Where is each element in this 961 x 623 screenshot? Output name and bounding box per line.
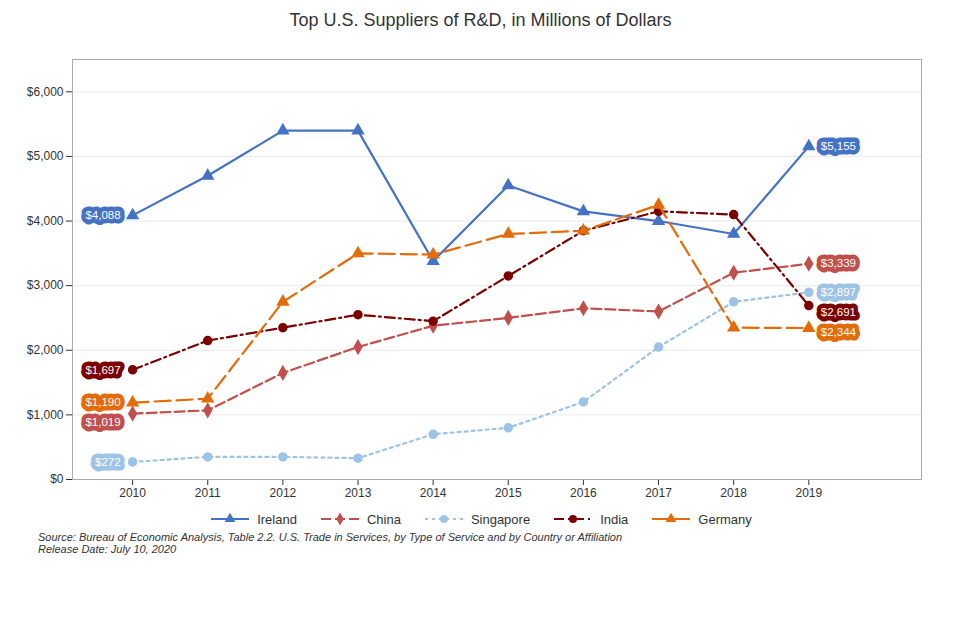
html-text:Ireland: Ireland	[257, 511, 297, 527]
svg-text:$1,697: $1,697	[85, 364, 120, 376]
svg-text:$1,000: $1,000	[27, 408, 64, 422]
svg-text:$0: $0	[50, 472, 64, 486]
html-text:India: India	[600, 511, 629, 527]
svg-text:$3,339: $3,339	[821, 257, 856, 269]
svg-text:$2,000: $2,000	[27, 343, 64, 357]
svg-text:2019: 2019	[795, 486, 822, 500]
svg-text:$2,344: $2,344	[821, 326, 857, 338]
html-text:Germany: Germany	[698, 511, 752, 527]
svg-text:$5,000: $5,000	[27, 149, 64, 163]
svg-text:$4,088: $4,088	[85, 209, 120, 221]
svg-text:$2,691: $2,691	[821, 306, 856, 318]
svg-text:2017: 2017	[645, 486, 672, 500]
svg-text:$1,019: $1,019	[85, 416, 120, 428]
svg-text:2013: 2013	[345, 486, 372, 500]
svg-text:2010: 2010	[119, 486, 146, 500]
svg-text:$2,897: $2,897	[821, 286, 856, 298]
svg-text:2012: 2012	[270, 486, 297, 500]
html-text:China: China	[366, 511, 401, 527]
svg-text:2011: 2011	[195, 486, 221, 500]
svg-text:$3,000: $3,000	[27, 278, 64, 292]
svg-text:2016: 2016	[570, 486, 597, 500]
html-text:Top U.S. Suppliers of R&D, in: Top U.S. Suppliers of R&D, in Millions o…	[289, 10, 672, 30]
svg-text:$5,155: $5,155	[821, 140, 856, 152]
svg-text:$6,000: $6,000	[27, 85, 64, 99]
svg-text:$4,000: $4,000	[27, 214, 64, 228]
svg-text:2014: 2014	[420, 486, 447, 500]
svg-text:$1,190: $1,190	[85, 396, 120, 408]
svg-text:2015: 2015	[495, 486, 522, 500]
html-text:Source: Bureau of Economic Ana: Source: Bureau of Economic Analysis, Tab…	[38, 531, 623, 555]
svg-text:2018: 2018	[720, 486, 747, 500]
html-text:Singapore: Singapore	[470, 511, 531, 527]
svg-text:$272: $272	[95, 456, 121, 468]
